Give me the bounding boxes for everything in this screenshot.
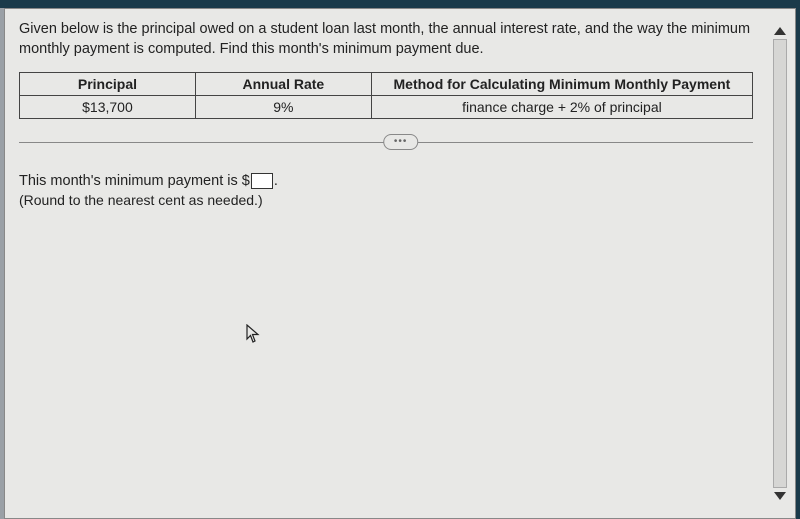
table-data-row: $13,700 9% finance charge + 2% of princi… <box>20 95 753 118</box>
section-divider: ••• <box>19 133 753 151</box>
rounding-hint: (Round to the nearest cent as needed.) <box>19 192 753 208</box>
payment-input[interactable] <box>251 173 273 189</box>
loan-data-table: Principal Annual Rate Method for Calcula… <box>19 72 753 119</box>
content-area: Given below is the principal owed on a s… <box>19 19 781 208</box>
scroll-up-icon[interactable] <box>774 27 786 35</box>
cell-rate: 9% <box>195 95 371 118</box>
answer-sentence: This month's minimum payment is $. <box>19 171 753 193</box>
answer-suffix: . <box>274 173 278 189</box>
table-header-row: Principal Annual Rate Method for Calcula… <box>20 72 753 95</box>
header-method: Method for Calculating Minimum Monthly P… <box>371 72 752 95</box>
content-frame: Given below is the principal owed on a s… <box>4 8 796 519</box>
cell-method: finance charge + 2% of principal <box>371 95 752 118</box>
header-principal: Principal <box>20 72 196 95</box>
problem-statement: Given below is the principal owed on a s… <box>19 19 753 60</box>
vertical-scrollbar[interactable] <box>771 27 789 500</box>
cell-principal: $13,700 <box>20 95 196 118</box>
scroll-track[interactable] <box>773 39 787 488</box>
scroll-down-icon[interactable] <box>774 492 786 500</box>
header-rate: Annual Rate <box>195 72 371 95</box>
answer-prefix: This month's minimum payment is $ <box>19 173 250 189</box>
expand-button[interactable]: ••• <box>383 134 419 150</box>
